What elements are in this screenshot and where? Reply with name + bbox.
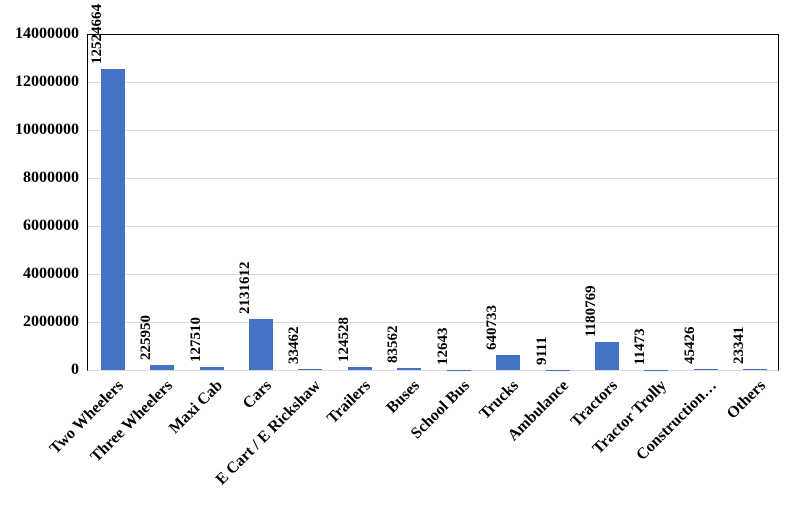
value-label-tractor-trolly: 11473 <box>632 328 649 365</box>
value-label-ambulance: 9111 <box>533 336 550 365</box>
value-label-two-wheelers: 12524664 <box>88 4 105 65</box>
bar-trucks <box>496 354 521 370</box>
category-label-others: Others <box>723 377 770 423</box>
bar-two-wheelers <box>100 69 125 370</box>
bar-cars <box>249 318 273 370</box>
gridline <box>88 225 778 227</box>
y-axis-tick-label: 14000000 <box>15 25 79 42</box>
category-label-trailers: Trailers <box>323 377 374 428</box>
value-label-buses: 83562 <box>385 325 402 364</box>
y-axis-tick-label: 2000000 <box>23 313 79 330</box>
gridline <box>88 81 778 83</box>
category-label-buses: Buses <box>383 377 424 417</box>
gridline <box>88 129 778 131</box>
category-label-trucks: Trucks <box>476 377 523 423</box>
bar-others <box>743 369 768 370</box>
bar-buses <box>397 368 422 370</box>
gridline <box>88 273 778 275</box>
category-label-cars: Cars <box>239 377 276 413</box>
value-label-trailers: 124528 <box>335 317 352 363</box>
bar-tractors <box>595 341 619 370</box>
value-label-trucks: 640733 <box>484 304 501 350</box>
y-axis-tick-label: 12000000 <box>15 73 79 90</box>
value-label-others: 23341 <box>731 326 748 365</box>
value-label-school-bus: 12643 <box>434 327 451 365</box>
plot-area: 12524664 225950 127510 2131612 33462 124528 83… <box>87 4 779 371</box>
y-axis-tick-label: 10000000 <box>15 121 79 138</box>
bar-construction <box>693 368 718 370</box>
y-axis-tick-label: 6000000 <box>23 217 79 234</box>
gridline <box>88 321 778 323</box>
y-axis-tick-label: 8000000 <box>23 169 79 186</box>
category-label-maxi-cab: Maxi Cab <box>165 377 226 438</box>
bar-maxi-cab <box>199 366 224 370</box>
y-axis-tick-label: 4000000 <box>23 265 79 282</box>
bar-e-cart-e-rickshaw <box>298 369 323 370</box>
gridline <box>88 177 778 179</box>
value-label-e-cart-e-rickshaw: 33462 <box>286 326 303 365</box>
value-label-construction: 45426 <box>681 326 698 364</box>
bar-three-wheelers <box>150 364 175 370</box>
value-label-three-wheelers: 225950 <box>138 314 155 360</box>
value-label-cars: 2131612 <box>237 261 253 314</box>
bar-trailers <box>347 367 372 370</box>
value-label-maxi-cab: 127510 <box>187 316 204 362</box>
y-axis-tick-label: 0 <box>71 361 79 378</box>
value-label-tractors: 1180769 <box>583 284 599 337</box>
